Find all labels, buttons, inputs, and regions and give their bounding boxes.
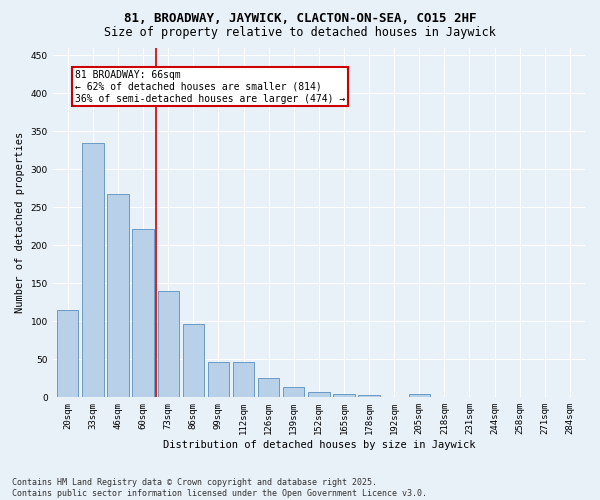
Bar	[308, 392, 329, 398]
Text: Contains HM Land Registry data © Crown copyright and database right 2025.
Contai: Contains HM Land Registry data © Crown c…	[12, 478, 427, 498]
Bar	[158, 291, 179, 398]
X-axis label: Distribution of detached houses by size in Jaywick: Distribution of detached houses by size …	[163, 440, 475, 450]
Bar	[182, 324, 204, 398]
Bar	[208, 362, 229, 398]
Text: Size of property relative to detached houses in Jaywick: Size of property relative to detached ho…	[104, 26, 496, 39]
Bar	[107, 194, 128, 398]
Bar	[258, 378, 279, 398]
Bar	[233, 362, 254, 398]
Bar	[82, 142, 104, 398]
Text: 81 BROADWAY: 66sqm
← 62% of detached houses are smaller (814)
36% of semi-detach: 81 BROADWAY: 66sqm ← 62% of detached hou…	[75, 70, 346, 104]
Y-axis label: Number of detached properties: Number of detached properties	[15, 132, 25, 313]
Bar	[133, 228, 154, 398]
Bar	[283, 388, 304, 398]
Text: 81, BROADWAY, JAYWICK, CLACTON-ON-SEA, CO15 2HF: 81, BROADWAY, JAYWICK, CLACTON-ON-SEA, C…	[124, 12, 476, 26]
Bar	[409, 394, 430, 398]
Bar	[57, 310, 79, 398]
Bar	[333, 394, 355, 398]
Bar	[358, 395, 380, 398]
